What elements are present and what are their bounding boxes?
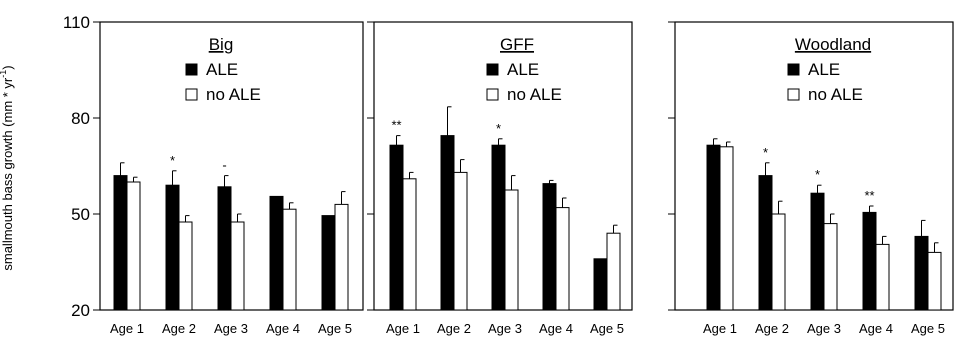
bar-no-ale — [823, 223, 838, 311]
bar-ale — [862, 211, 877, 311]
bar-ale — [593, 258, 608, 311]
significance-label: ** — [391, 118, 401, 133]
bar-ale — [165, 184, 180, 311]
category-label: Age 1 — [386, 321, 420, 336]
significance-label: - — [222, 158, 226, 173]
category-label: Age 3 — [807, 321, 841, 336]
legend-label-no-ale: no ALE — [808, 85, 863, 104]
category-label: Age 2 — [755, 321, 789, 336]
legend-label-no-ale: no ALE — [507, 85, 562, 104]
significance-label: * — [815, 167, 820, 182]
bar-ale — [706, 144, 721, 311]
y-tick-label: 80 — [71, 109, 90, 128]
bar-ale — [321, 215, 336, 311]
category-label: Age 5 — [318, 321, 352, 336]
bar-ale — [113, 175, 128, 311]
legend-swatch-no-ale — [787, 88, 800, 101]
significance-label: * — [170, 153, 175, 168]
category-label: Age 4 — [266, 321, 300, 336]
bar-ale — [542, 183, 557, 311]
y-axis-label-close: ) — [0, 65, 15, 69]
bar-no-ale — [178, 221, 193, 311]
y-axis-label-main: smallmouth bass growth (mm * yr — [0, 77, 15, 271]
legend-swatch-ale — [787, 63, 800, 76]
bar-ale — [389, 144, 404, 311]
panel-3: Age 1 * Age 2 * Age 3 ** Age 4 Age 5 Woodland ALE… — [668, 21, 954, 336]
panel-title: GFF — [500, 35, 534, 54]
panel-title: Big — [209, 35, 234, 54]
bar-ale — [440, 135, 455, 311]
y-tick-label: 110 — [63, 13, 90, 32]
category-label: Age 5 — [911, 321, 945, 336]
category-label: Age 4 — [539, 321, 573, 336]
legend-label-ale: ALE — [206, 60, 238, 79]
legend-swatch-no-ale — [185, 88, 198, 101]
bar-no-ale — [555, 207, 570, 311]
significance-label: ** — [864, 188, 874, 203]
category-label: Age 3 — [214, 321, 248, 336]
bar-ale — [914, 235, 929, 311]
panel-2: ** Age 1 Age 2 * Age 3 Age 4 Age 5 GFF ALE no ALE — [367, 21, 633, 336]
bar-no-ale — [402, 178, 417, 311]
bar-no-ale — [606, 232, 621, 311]
y-tick-label: 20 — [71, 301, 90, 320]
y-axis-label-sup: -1 — [0, 70, 8, 78]
bar-no-ale — [771, 213, 786, 311]
bar-no-ale — [927, 251, 942, 311]
category-label: Age 1 — [703, 321, 737, 336]
significance-label: * — [496, 121, 501, 136]
legend-swatch-ale — [486, 63, 499, 76]
bar-ale — [217, 186, 232, 311]
bar-no-ale — [719, 146, 734, 311]
bar-no-ale — [126, 181, 141, 311]
bar-ale — [758, 175, 773, 311]
legend-swatch-ale — [185, 63, 198, 76]
bar-ale — [810, 192, 825, 311]
y-tick-label: 50 — [71, 205, 90, 224]
significance-label: * — [763, 145, 768, 160]
panel-title: Woodland — [795, 35, 871, 54]
bar-no-ale — [334, 203, 349, 311]
chart-panels: 20 50 80 110 Age 1 * Age 2 - Age 3 Age 4 Age 5 Big A… — [63, 13, 954, 336]
legend-swatch-no-ale — [486, 88, 499, 101]
y-axis-label: smallmouth bass growth (mm * yr-1) — [0, 65, 15, 270]
bar-ale — [269, 195, 284, 311]
legend-label-ale: ALE — [507, 60, 539, 79]
legend-label-ale: ALE — [808, 60, 840, 79]
bar-no-ale — [504, 189, 519, 311]
bar-ale — [491, 144, 506, 311]
category-label: Age 2 — [162, 321, 196, 336]
category-label: Age 4 — [859, 321, 893, 336]
panel-1: 20 50 80 110 Age 1 * Age 2 - Age 3 Age 4 Age 5 Big A… — [63, 13, 364, 336]
legend-label-no-ale: no ALE — [206, 85, 261, 104]
bar-no-ale — [230, 221, 245, 311]
category-label: Age 2 — [437, 321, 471, 336]
bar-no-ale — [282, 208, 297, 311]
category-label: Age 3 — [488, 321, 522, 336]
bar-no-ale — [453, 171, 468, 311]
category-label: Age 1 — [110, 321, 144, 336]
bar-no-ale — [875, 243, 890, 311]
category-label: Age 5 — [590, 321, 624, 336]
